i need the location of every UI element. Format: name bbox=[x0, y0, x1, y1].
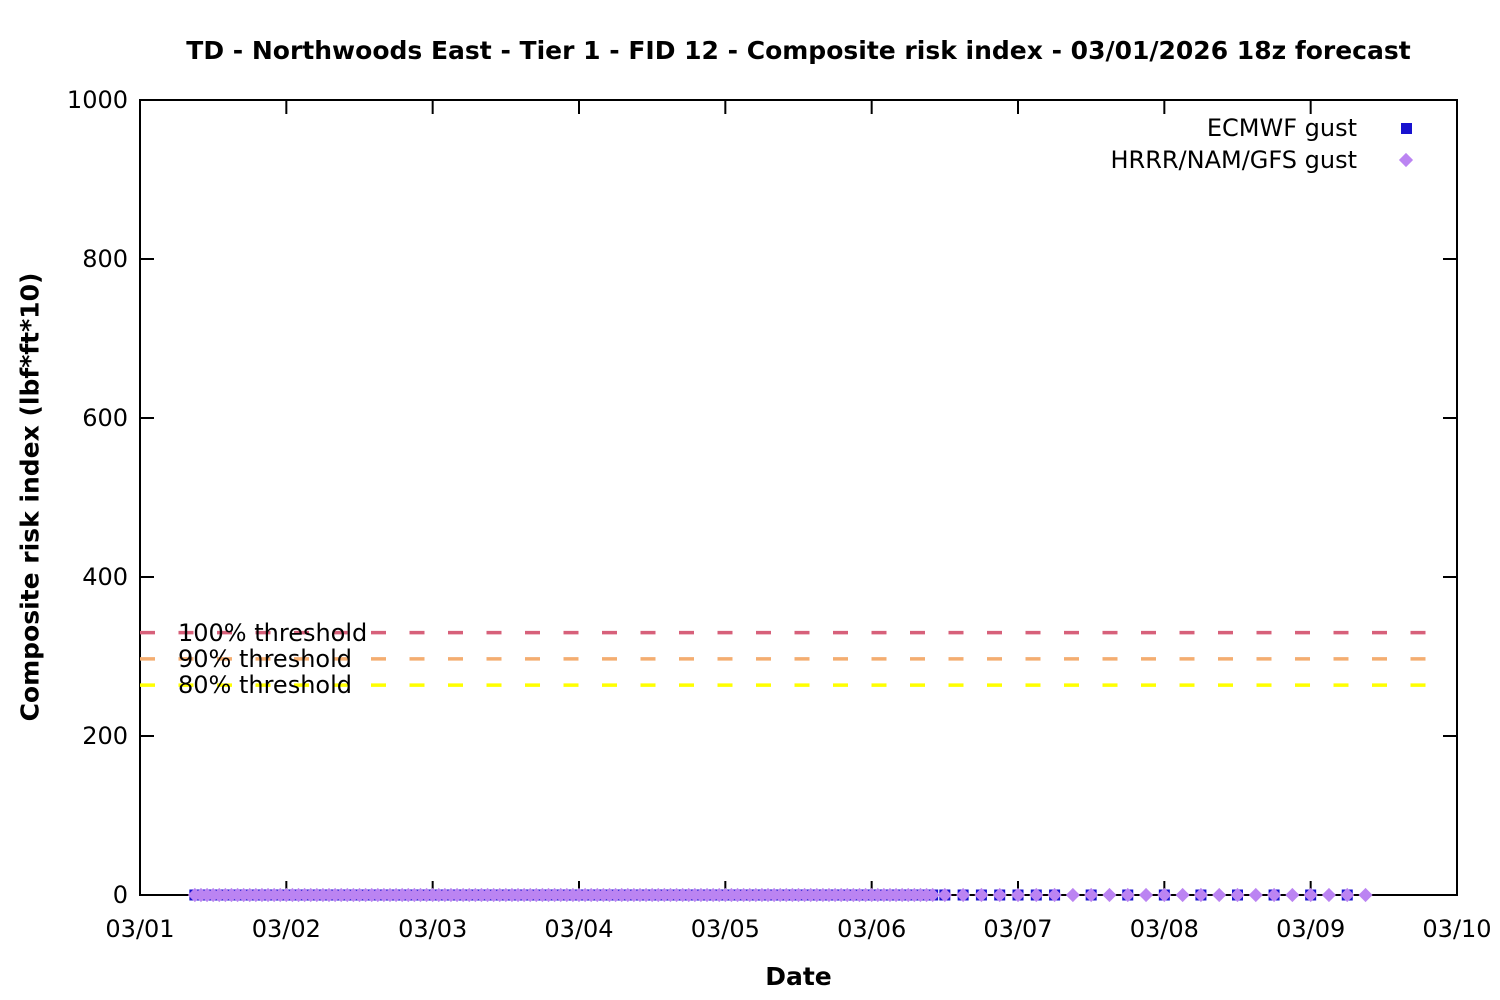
data-point-diamond bbox=[1321, 887, 1337, 903]
x-tick-label: 03/03 bbox=[398, 915, 468, 943]
data-point-diamond bbox=[1285, 887, 1300, 903]
threshold-lines bbox=[140, 630, 1444, 687]
x-tick-label: 03/09 bbox=[1276, 915, 1346, 943]
data-point-diamond bbox=[1230, 887, 1245, 903]
x-tick-label: 03/01 bbox=[105, 915, 175, 943]
chart-title: TD - Northwoods East - Tier 1 - FID 12 -… bbox=[186, 36, 1411, 65]
data-point-diamond bbox=[925, 887, 940, 903]
x-tick-label: 03/04 bbox=[544, 915, 614, 943]
data-point-diamond bbox=[974, 887, 989, 903]
legend-marker-box bbox=[1357, 112, 1455, 144]
legend-label-hrrr: HRRR/NAM/GFS gust bbox=[1110, 146, 1357, 174]
y-tick-label: 1000 bbox=[66, 86, 128, 114]
threshold-label: 90% threshold bbox=[178, 644, 352, 673]
x-tick-label: 03/10 bbox=[1422, 915, 1492, 943]
x-axis-label: Date bbox=[765, 962, 832, 991]
y-tick-label: 200 bbox=[82, 722, 128, 750]
x-tick-label: 03/05 bbox=[690, 915, 760, 943]
data-point-diamond bbox=[956, 887, 971, 903]
y-tick-label: 800 bbox=[82, 245, 128, 273]
data-point-diamond bbox=[1157, 887, 1172, 903]
data-point-diamond bbox=[937, 887, 952, 903]
y-tick-label: 600 bbox=[82, 404, 128, 432]
x-tick-label: 03/08 bbox=[1129, 915, 1199, 943]
axis-tick-marks bbox=[139, 99, 1458, 896]
data-point-diamond bbox=[1303, 887, 1318, 903]
data-point-diamond bbox=[1010, 887, 1026, 903]
data-point-diamond bbox=[1102, 887, 1117, 903]
x-tick-label: 03/06 bbox=[837, 915, 907, 943]
data-point-diamond bbox=[1084, 887, 1099, 903]
legend-label-ecmwf: ECMWF gust bbox=[1206, 114, 1357, 142]
series-hrrr bbox=[187, 887, 1373, 903]
data-point-diamond bbox=[1065, 887, 1080, 903]
legend: ECMWF gust HRRR/NAM/GFS gust bbox=[955, 112, 1455, 176]
data-point-diamond bbox=[1340, 887, 1355, 903]
threshold-label: 80% threshold bbox=[178, 671, 352, 700]
data-point-diamond bbox=[1120, 887, 1135, 903]
y-axis-label: Composite risk index (lbf*ft*10) bbox=[15, 272, 45, 722]
diamond-marker-icon bbox=[1398, 152, 1414, 168]
data-point-diamond bbox=[1175, 887, 1190, 903]
plot-border bbox=[139, 99, 1458, 896]
y-tick-label: 400 bbox=[82, 563, 128, 591]
data-point-diamond bbox=[1047, 887, 1062, 903]
data-point-diamond bbox=[1248, 887, 1263, 903]
threshold-label: 100% threshold bbox=[178, 618, 368, 647]
data-point-diamond bbox=[1029, 887, 1044, 903]
x-tick-label: 03/07 bbox=[983, 915, 1053, 943]
data-point-diamond bbox=[1138, 887, 1154, 903]
data-point-diamond bbox=[1212, 887, 1227, 903]
data-point-diamond bbox=[1193, 887, 1208, 903]
legend-item-ecmwf: ECMWF gust bbox=[955, 112, 1455, 144]
data-point-diamond bbox=[1267, 887, 1282, 903]
legend-item-hrrr: HRRR/NAM/GFS gust bbox=[955, 144, 1455, 176]
legend-marker-box bbox=[1357, 144, 1455, 176]
data-point-diamond bbox=[992, 887, 1007, 903]
y-tick-label: 0 bbox=[112, 881, 128, 909]
x-tick-label: 03/02 bbox=[251, 915, 321, 943]
square-marker-icon bbox=[1400, 122, 1412, 134]
data-point-diamond bbox=[1358, 887, 1373, 903]
